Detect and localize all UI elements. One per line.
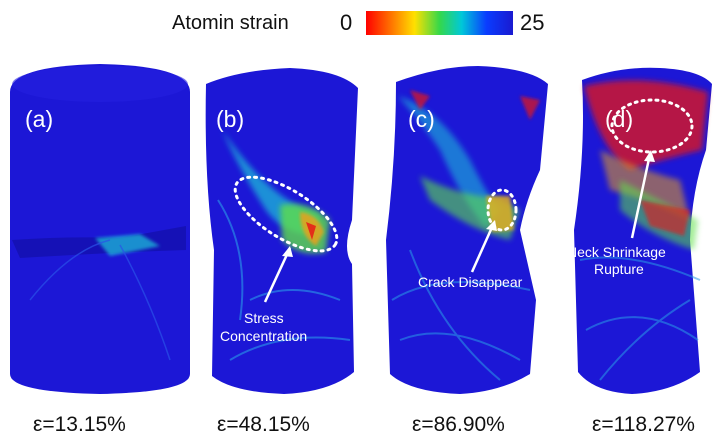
panel-label-b: (b)	[216, 106, 244, 132]
strain-legend: Atomin strain 0 25	[172, 10, 544, 35]
colorbar	[366, 11, 513, 35]
panel-label-a: (a)	[25, 106, 53, 132]
annotation-rupture: Rupture	[594, 261, 644, 277]
legend-title: Atomin strain	[172, 12, 289, 34]
legend-max: 25	[520, 10, 544, 35]
specimen-c	[386, 66, 548, 394]
annotation-crack-disappear: Crack Disappear	[418, 274, 523, 290]
annotation-neck-shrinkage: Neck Shrinkage	[567, 244, 666, 260]
strain-label-d: ε=118.27%	[592, 413, 695, 436]
strain-label-a: ε=13.15%	[33, 413, 126, 436]
strain-label-c: ε=86.90%	[412, 413, 505, 436]
legend-min: 0	[340, 10, 352, 35]
annotation-stress: Stress	[244, 310, 284, 326]
annotation-concentration: Concentration	[220, 328, 307, 344]
panel-label-c: (c)	[408, 106, 435, 132]
specimen-b	[205, 68, 358, 394]
panel-label-d: (d)	[605, 106, 633, 132]
strain-label-b: ε=48.15%	[217, 413, 310, 436]
specimen-a	[10, 64, 190, 394]
specimen-d	[574, 67, 712, 394]
